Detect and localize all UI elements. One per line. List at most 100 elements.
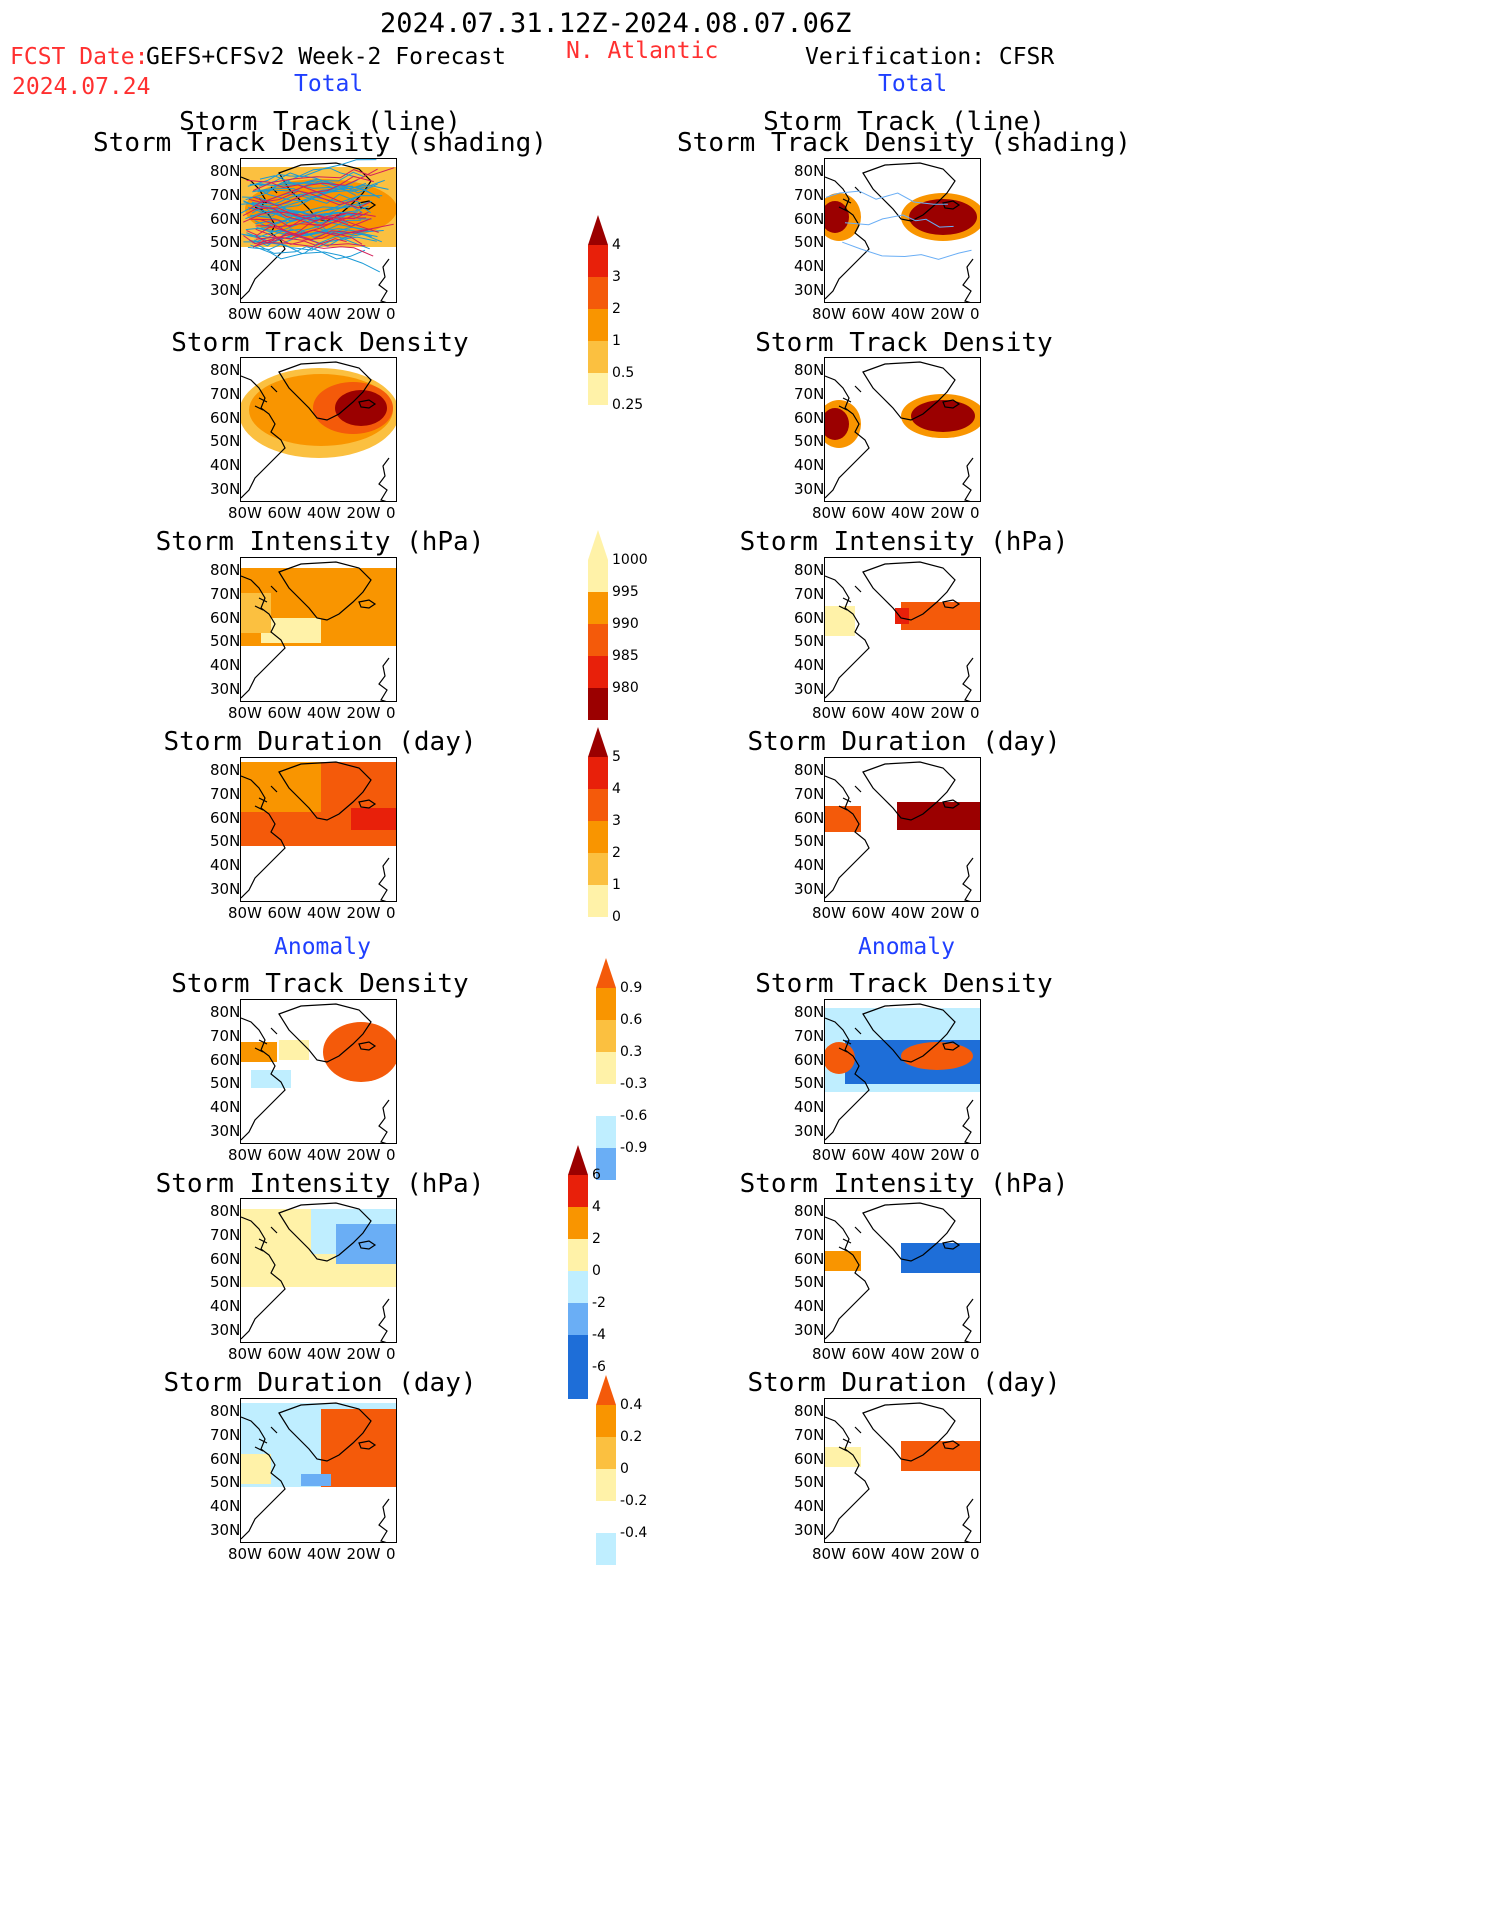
panel-duration-right: [824, 757, 981, 902]
lat-tick-label: 30N: [210, 1521, 241, 1539]
panel-intensity-anom-left-map: [241, 1202, 396, 1342]
panel-intensity-left: [240, 557, 397, 702]
storm-track-line: [255, 211, 369, 239]
model-label: GEFS+CFSv2 Week-2 Forecast: [146, 44, 507, 70]
lat-tick-label: 40N: [210, 456, 241, 475]
lon-tick-label: 80W: [228, 904, 262, 922]
lon-tick-label: 0: [970, 704, 980, 722]
colorbar-segment: [588, 917, 608, 949]
lat-tick-label: 60N: [794, 1050, 825, 1069]
lat-tick-label: 40N: [794, 456, 825, 475]
shade-region: [901, 1441, 980, 1471]
storm-track-line: [246, 212, 362, 236]
storm-track-line: [825, 190, 948, 205]
coastline: [278, 1402, 372, 1462]
shade-region: [241, 1454, 271, 1484]
panel-intensity-right: [824, 557, 981, 702]
lon-tick-label: 60W: [267, 305, 302, 323]
lon-tick-label: 0: [970, 1345, 980, 1363]
storm-track-line: [259, 208, 369, 232]
lat-tick-label: 30N: [210, 480, 241, 498]
total-left: Total: [294, 71, 364, 97]
title-density-right: Storm Track Density: [755, 328, 1053, 358]
lon-tick-label: 60W: [851, 1545, 886, 1563]
lat-tick-label: 40N: [210, 656, 241, 675]
lon-tick-label: 40W: [307, 1146, 341, 1164]
panel-intensity-right-map: [825, 561, 980, 701]
colorbar-label: -6: [592, 1359, 606, 1375]
panel-track-left: [240, 158, 397, 303]
lat-tick-label: 50N: [210, 832, 241, 851]
title-duration-right: Storm Duration (day): [747, 727, 1061, 757]
lat-tick-label: 50N: [794, 1473, 825, 1492]
coastline: [825, 775, 870, 899]
lat-tick-label: 70N: [794, 1425, 825, 1444]
colorbar-segment: [596, 1469, 616, 1501]
colorbar-segment: [568, 1335, 588, 1367]
coastline: [962, 1498, 974, 1542]
coastline: [862, 561, 956, 621]
title-density-anom-left: Storm Track Density: [171, 969, 469, 999]
lat-tick-label: 40N: [794, 1297, 825, 1316]
coastline: [862, 361, 956, 421]
coastline: [862, 1003, 956, 1063]
colorbar-label: 0.3: [620, 1044, 643, 1060]
lat-tick-label: 70N: [794, 1026, 825, 1045]
lon-tick-label: 20W: [346, 504, 381, 522]
panel-duration-anom-left: [240, 1398, 397, 1543]
shade-region: [323, 1022, 396, 1082]
panel-density-anom-right: [824, 999, 981, 1144]
lat-tick-label: 40N: [210, 257, 241, 276]
shade-region: [336, 1224, 396, 1264]
lat-tick-label: 80N: [210, 1402, 241, 1420]
lon-tick-label: 20W: [930, 1146, 965, 1164]
lon-tick-label: 0: [970, 305, 980, 323]
lon-tick-label: 80W: [812, 904, 846, 922]
lat-tick-label: 50N: [794, 233, 825, 252]
lat-tick-label: 70N: [210, 384, 241, 403]
colorbar-label: 0.2: [620, 1429, 643, 1445]
lat-tick-label: 80N: [210, 1202, 241, 1220]
lon-tick-label: 80W: [228, 1545, 262, 1563]
panel-density-left-map: [241, 361, 396, 501]
panel-density-anom-left: [240, 999, 397, 1144]
colorbar-segment: [596, 1405, 616, 1437]
anomaly-left: Anomaly: [274, 934, 371, 960]
colorbar-duration: 5 4 3 2 1 0: [588, 727, 648, 981]
coastline: [825, 375, 870, 499]
shade-region: [911, 400, 975, 432]
lat-tick-label: 80N: [210, 1003, 241, 1021]
title-intensity-anom-left: Storm Intensity (hPa): [155, 1169, 485, 1199]
panel-track-right: [824, 158, 981, 303]
lon-tick-label: 40W: [891, 1345, 925, 1363]
coastline: [962, 857, 974, 901]
lat-tick-label: 50N: [794, 632, 825, 651]
lat-tick-label: 80N: [794, 1402, 825, 1420]
lat-tick-label: 70N: [210, 584, 241, 603]
shade-region: [825, 1042, 855, 1074]
lat-tick-label: 80N: [794, 162, 825, 180]
panel-duration-left: [240, 757, 397, 902]
shade-region: [897, 802, 980, 830]
colorbar-segment: [596, 1533, 616, 1565]
lon-tick-label: 60W: [851, 504, 886, 522]
lon-tick-label: 0: [386, 1146, 396, 1164]
shade-region: [901, 602, 980, 630]
lat-tick-label: 70N: [210, 185, 241, 204]
storm-track-line: [256, 214, 358, 233]
coastline: [862, 162, 956, 222]
colorbar-label: 4: [612, 237, 621, 253]
lon-tick-label: 0: [970, 1146, 980, 1164]
colorbar-label: -0.6: [620, 1108, 648, 1124]
panel-density-left: [240, 357, 397, 502]
lat-tick-label: 70N: [210, 784, 241, 803]
lat-tick-label: 60N: [794, 808, 825, 827]
lat-tick-label: 60N: [210, 808, 241, 827]
colorbar-segment: [588, 757, 608, 789]
lon-tick-label: 40W: [307, 305, 341, 323]
storm-track-line: [253, 167, 395, 191]
title-duration-anom-right: Storm Duration (day): [747, 1368, 1061, 1398]
colorbar-label: 1: [612, 333, 621, 349]
lat-tick-label: 50N: [210, 1074, 241, 1093]
coastline: [254, 785, 278, 811]
